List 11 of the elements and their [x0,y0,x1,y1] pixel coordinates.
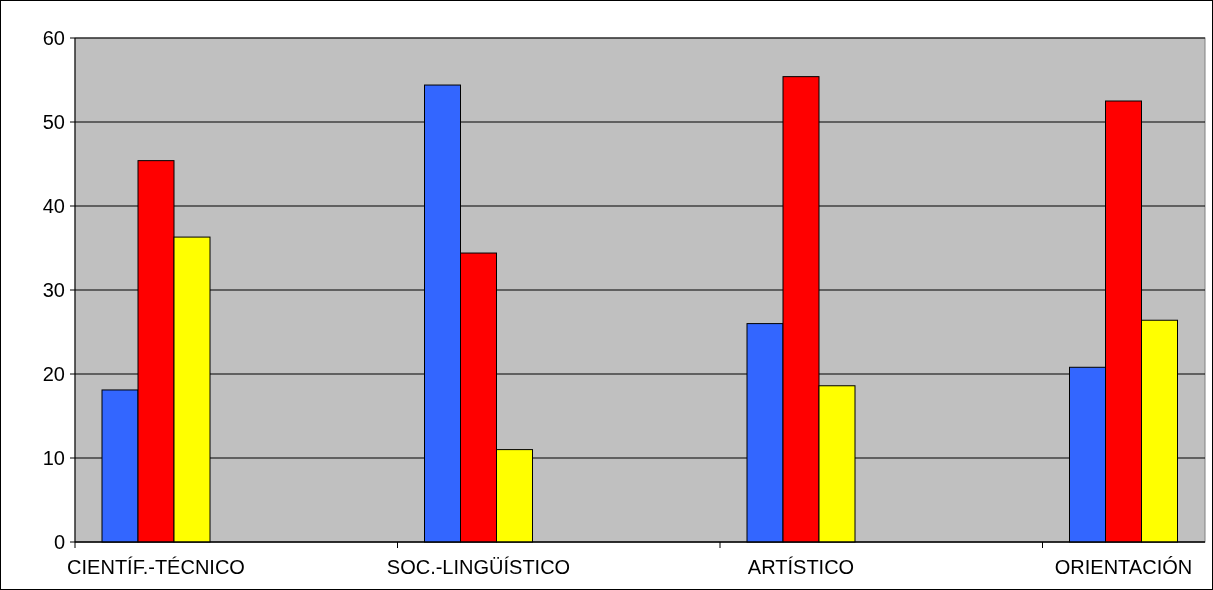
y-tick-label: 40 [42,195,65,217]
y-tick-label: 20 [42,363,65,385]
y-tick-label: 0 [53,531,65,553]
y-tick-label: 30 [42,279,65,301]
x-tick-label: ORIENTACIÓN [1054,556,1193,578]
x-tick-label: ARTÍSTICO [747,556,855,578]
x-tick-label: CIENTÍF.-TÉCNICO [67,556,245,578]
y-tick-label: 50 [42,111,65,133]
y-tick-label: 10 [42,447,65,469]
y-tick-label: 60 [42,27,65,49]
x-tick-label: SOC.-LINGÜÍSTICO [386,556,571,578]
